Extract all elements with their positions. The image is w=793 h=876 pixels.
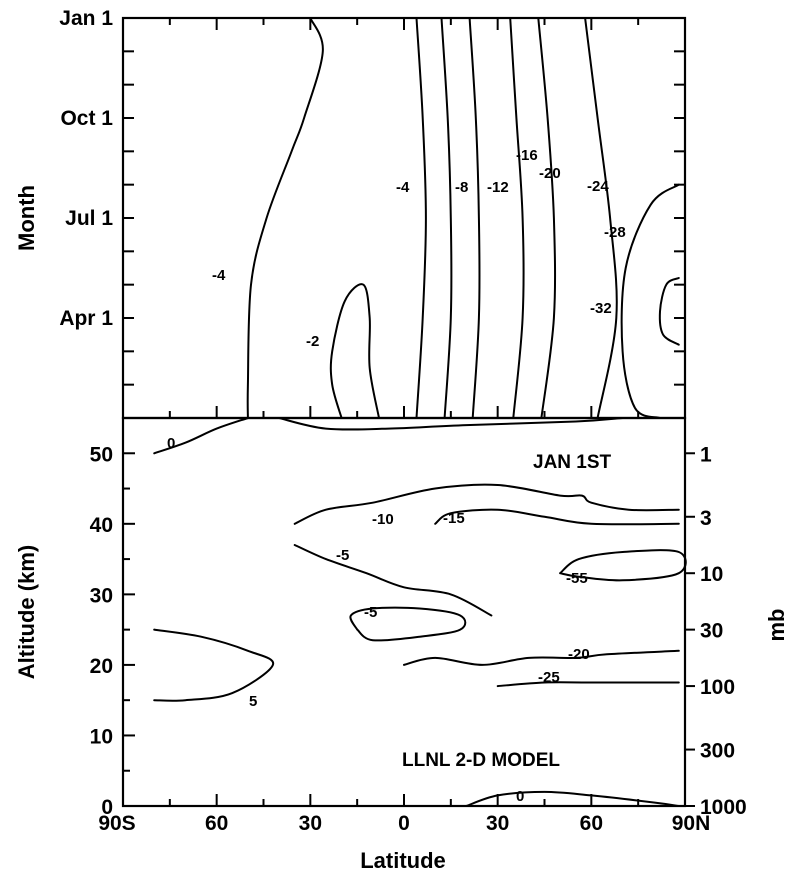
altitude-tick-label: 20 (90, 655, 113, 678)
contour-line (403, 649, 680, 666)
contour-line (537, 17, 557, 419)
latitude-tick-label: 0 (398, 812, 410, 835)
date-annotation: JAN 1ST (533, 452, 612, 473)
pressure-tick-label: 1 (700, 443, 712, 466)
latitude-tick-label: 30 (299, 812, 322, 835)
pressure-tick-label: 10 (700, 563, 723, 586)
top-panel-ticks (122, 17, 686, 419)
contour-label: 0 (516, 788, 524, 805)
latitude-tick-label: 60 (580, 812, 603, 835)
latitude-tick-label: 30 (486, 812, 509, 835)
contour-label: -20 (568, 646, 590, 663)
contour-label: -2 (306, 333, 319, 350)
contour-line (468, 17, 481, 419)
pressure-tick-labels: 1 3 10 30 100 300 1000 (700, 443, 747, 819)
top-panel-contours (246, 17, 680, 419)
altitude-tick-label: 50 (90, 443, 113, 466)
contour-label: -25 (538, 669, 560, 686)
contour-label: -5 (336, 547, 349, 564)
contour-label: -32 (590, 300, 612, 317)
latitude-tick-label: 90N (672, 812, 711, 835)
altitude-tick-label: 0 (101, 796, 113, 819)
month-tick-label: Jan 1 (59, 7, 113, 30)
contour-line (559, 549, 687, 582)
contour-line (440, 17, 453, 419)
month-axis-title: Month (14, 185, 39, 251)
pressure-tick-label: 1000 (700, 796, 747, 819)
contour-line (349, 606, 467, 642)
contour-label: -5 (364, 604, 377, 621)
contour-label: -16 (516, 147, 538, 164)
contour-label: -8 (455, 179, 468, 196)
contour-line (658, 277, 680, 346)
contour-label: 5 (249, 693, 257, 710)
latitude-axis-title: Latitude (360, 848, 446, 873)
latitude-tick-label: 90S (98, 812, 135, 835)
month-tick-labels: Jan 1 Oct 1 Jul 1 Apr 1 (59, 7, 113, 330)
contour-label: -24 (587, 178, 609, 195)
contour-line (246, 17, 324, 419)
pressure-axis-title: mb (764, 609, 789, 642)
contour-label: -28 (604, 224, 626, 241)
contour-label: -15 (443, 510, 465, 527)
bottom-panel-ticks (122, 417, 695, 807)
contour-line (434, 508, 680, 526)
altitude-tick-label: 10 (90, 725, 113, 748)
contour-line (584, 17, 618, 419)
contour-label: -55 (566, 570, 588, 587)
contour-line (153, 417, 249, 455)
month-tick-label: Jul 1 (65, 207, 113, 230)
contour-line (465, 790, 680, 807)
contour-line (620, 183, 680, 419)
bottom-contour-labels: 0 5 -5 -5 -10 -15 -55 -20 -25 0 (167, 435, 590, 805)
month-tick-label: Oct 1 (60, 107, 113, 130)
altitude-tick-label: 40 (90, 514, 113, 537)
pressure-tick-label: 30 (700, 620, 723, 643)
pressure-tick-label: 300 (700, 740, 735, 763)
bottom-panel-contours (153, 417, 687, 807)
contour-label: -20 (539, 165, 561, 182)
contour-label: -4 (396, 179, 410, 196)
contour-line (415, 17, 427, 419)
contour-line (509, 17, 525, 419)
latitude-tick-labels: 90S 60 30 0 30 60 90N (98, 812, 710, 835)
top-panel-frame (121, 16, 687, 420)
bottom-panel-frame (121, 416, 687, 808)
model-annotation: LLNL 2-D MODEL (402, 750, 560, 771)
pressure-tick-label: 100 (700, 676, 735, 699)
latitude-tick-label: 60 (205, 812, 228, 835)
contour-line (496, 681, 680, 688)
contour-label: -10 (372, 511, 394, 528)
contour-line (329, 283, 380, 419)
contour-line (293, 544, 493, 617)
contour-line (278, 417, 624, 431)
contour-line (293, 483, 680, 525)
contour-label: -4 (212, 267, 226, 284)
contour-line (153, 628, 275, 702)
altitude-tick-labels: 0 10 20 30 40 50 (90, 443, 113, 819)
contour-label: 0 (167, 435, 175, 452)
altitude-axis-title: Altitude (km) (14, 545, 39, 679)
altitude-tick-label: 30 (90, 584, 113, 607)
contour-label: -12 (487, 179, 509, 196)
month-tick-label: Apr 1 (59, 307, 113, 330)
top-contour-labels: -4 -2 -4 -8 -12 -16 -20 -24 -28 -32 (212, 147, 626, 350)
pressure-tick-label: 3 (700, 507, 712, 530)
